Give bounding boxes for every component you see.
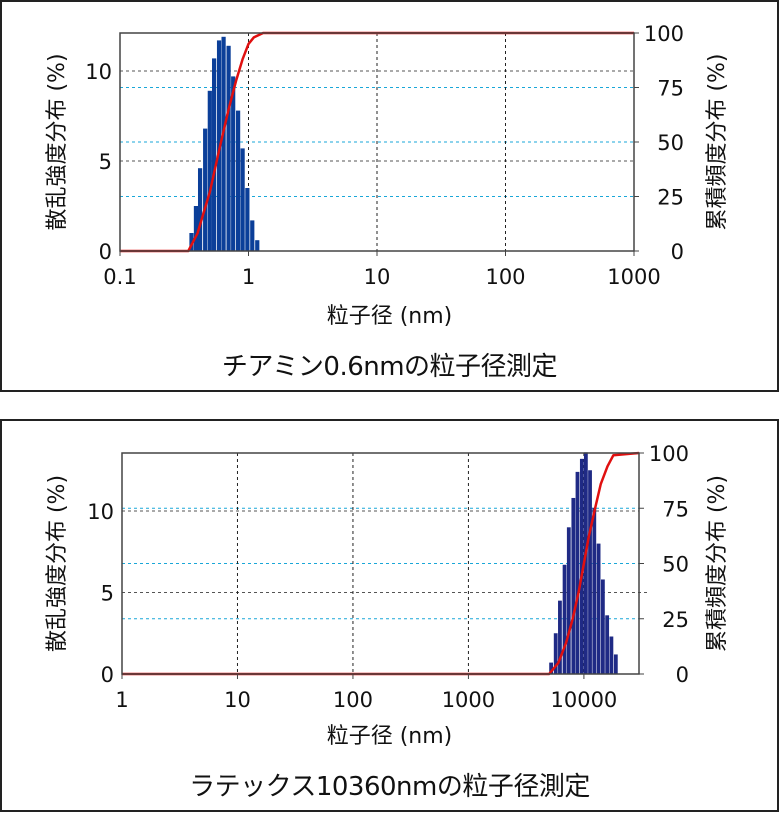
svg-text:0: 0 bbox=[671, 240, 684, 264]
chart-panel-latex: 1 10 100 1000 10000 0 5 10 0 25 50 75 100 散乱強度分布 (%) 累… bbox=[0, 419, 779, 812]
svg-text:100: 100 bbox=[649, 442, 689, 466]
svg-text:累積頻度分布 (%): 累積頻度分布 (%) bbox=[705, 475, 730, 652]
svg-text:75: 75 bbox=[662, 497, 689, 521]
svg-text:0: 0 bbox=[676, 663, 689, 687]
svg-text:10: 10 bbox=[224, 688, 251, 712]
svg-text:散乱強度分布 (%): 散乱強度分布 (%) bbox=[45, 53, 70, 230]
svg-text:1000: 1000 bbox=[607, 265, 660, 289]
svg-text:1: 1 bbox=[242, 265, 255, 289]
chart-caption: ラテックス10360nmの粒子径測定 bbox=[189, 772, 590, 802]
svg-text:累積頻度分布 (%): 累積頻度分布 (%) bbox=[705, 53, 730, 230]
svg-text:10: 10 bbox=[87, 500, 114, 524]
svg-text:10: 10 bbox=[364, 265, 391, 289]
chart-panel-thiamine: 0.1 1 10 100 1000 0 5 10 0 25 50 75 100 散乱強度分布 (%) 累積頻… bbox=[0, 0, 779, 392]
svg-text:0.1: 0.1 bbox=[103, 265, 136, 289]
svg-text:50: 50 bbox=[657, 131, 684, 155]
svg-text:25: 25 bbox=[657, 186, 684, 210]
svg-text:100: 100 bbox=[333, 688, 373, 712]
svg-text:100: 100 bbox=[644, 22, 684, 46]
svg-text:1000: 1000 bbox=[442, 688, 495, 712]
svg-text:75: 75 bbox=[657, 77, 684, 101]
svg-text:散乱強度分布 (%): 散乱強度分布 (%) bbox=[45, 475, 70, 652]
x-axis-label: 粒子径 (nm) bbox=[326, 724, 453, 749]
x-axis-label: 粒子径 (nm) bbox=[326, 304, 453, 329]
svg-text:5: 5 bbox=[99, 150, 112, 174]
chart-caption: チアミン0.6nmの粒子径測定 bbox=[221, 352, 558, 382]
svg-text:50: 50 bbox=[662, 553, 689, 577]
svg-text:1: 1 bbox=[115, 688, 128, 712]
svg-text:10: 10 bbox=[85, 60, 112, 84]
svg-text:100: 100 bbox=[485, 265, 525, 289]
svg-text:0: 0 bbox=[101, 663, 114, 687]
svg-text:0: 0 bbox=[99, 240, 112, 264]
svg-text:10000: 10000 bbox=[550, 688, 617, 712]
svg-text:25: 25 bbox=[662, 608, 689, 632]
svg-text:5: 5 bbox=[101, 582, 114, 606]
